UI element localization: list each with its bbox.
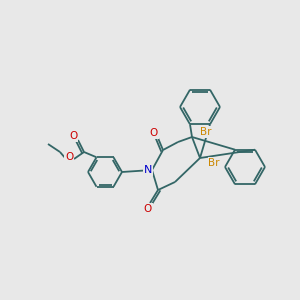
Text: N: N (144, 165, 152, 175)
Text: O: O (144, 204, 152, 214)
Text: O: O (65, 152, 73, 162)
Text: O: O (150, 128, 158, 138)
Text: Br: Br (208, 158, 220, 168)
Text: O: O (69, 131, 77, 141)
Text: Br: Br (200, 127, 212, 137)
